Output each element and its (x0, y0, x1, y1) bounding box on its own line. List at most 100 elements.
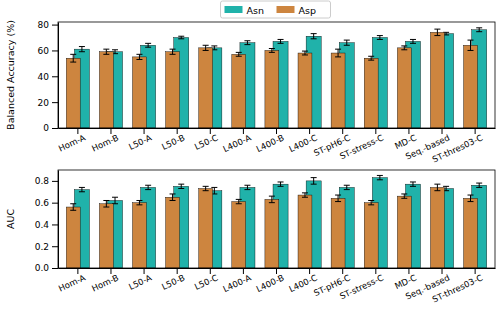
error-line (271, 196, 272, 203)
tick-mark (52, 50, 58, 51)
bar (66, 58, 80, 128)
tick-label: Hom-A (57, 132, 87, 153)
error-cap (112, 49, 118, 50)
error-cap (244, 44, 250, 45)
error-line (479, 183, 480, 187)
tick-label: 0 (43, 123, 49, 133)
tick: 20 (38, 98, 58, 108)
error-cap (79, 187, 85, 188)
tick-label: 0.8 (35, 176, 50, 186)
error-bar (335, 49, 341, 57)
tick-mark (375, 268, 376, 274)
tick-mark (52, 76, 58, 77)
error-cap (278, 186, 284, 187)
tick-mark (276, 268, 277, 274)
error-bar (145, 185, 151, 189)
tick-mark (475, 268, 476, 274)
error-bar (401, 194, 407, 198)
tick-label: 20 (38, 98, 50, 108)
plot-area (66, 28, 486, 128)
tick: 40 (38, 72, 58, 82)
error-line (148, 43, 149, 47)
tick-mark (177, 268, 178, 274)
error-cap (368, 200, 374, 201)
bar (298, 53, 312, 128)
tick-label: ST-stress-C (338, 272, 385, 301)
error-cap (410, 43, 416, 44)
tick: L400-A (221, 128, 252, 154)
error-bar (468, 40, 474, 50)
error-cap (434, 184, 440, 185)
tick: 0 (43, 123, 58, 133)
axis-line (58, 23, 59, 129)
tick-label: L400-A (221, 132, 252, 154)
tick-label: ST-thres03-C (431, 272, 485, 304)
tick: 0.2 (35, 242, 58, 252)
error-line (470, 40, 471, 50)
error-bar (410, 39, 416, 43)
tick: L400-B (255, 128, 286, 154)
error-line (280, 182, 281, 186)
tick-label: 0.4 (35, 220, 50, 230)
tick: L400-B (255, 268, 286, 294)
error-cap (368, 60, 374, 61)
error-cap (302, 192, 308, 193)
tick-mark (375, 128, 376, 134)
error-line (81, 187, 82, 191)
error-line (404, 194, 405, 198)
error-cap (236, 56, 242, 57)
frame (58, 170, 495, 268)
error-cap (335, 56, 341, 57)
legend-label: Asn (247, 5, 264, 16)
error-cap (302, 51, 308, 52)
error-cap (170, 49, 176, 50)
tick-mark (52, 203, 58, 204)
bar (132, 203, 146, 268)
error-line (172, 49, 173, 54)
error-bar (278, 39, 284, 43)
error-cap (344, 189, 350, 190)
error-bar (70, 204, 76, 211)
error-cap (70, 54, 76, 55)
error-bar (302, 193, 308, 197)
y-axis: 020406080 (38, 20, 59, 133)
error-cap (311, 33, 317, 34)
error-cap (103, 54, 109, 55)
error-cap (377, 39, 383, 40)
error-bar (269, 49, 275, 53)
tick: Hom-A (57, 268, 87, 294)
tick-mark (342, 268, 343, 274)
error-bar (335, 195, 341, 202)
bar (397, 196, 411, 268)
error-cap (377, 179, 383, 180)
tick-mark (243, 268, 244, 274)
error-line (379, 36, 380, 40)
legend-box (221, 1, 331, 18)
tick-label: 80 (38, 20, 50, 30)
tick-label: L400-B (255, 132, 286, 154)
tick: ST-stress-C (338, 128, 385, 161)
error-line (181, 184, 182, 188)
bar (232, 202, 246, 268)
error-line (346, 185, 347, 189)
error-cap (401, 193, 407, 194)
error-bar (344, 185, 350, 189)
tick: L50-B (160, 128, 186, 152)
error-cap (236, 203, 242, 204)
error-cap (311, 38, 317, 39)
error-line (214, 46, 215, 50)
tick-label: L50-B (160, 132, 186, 151)
bar (66, 207, 80, 268)
error-cap (211, 187, 217, 188)
error-cap (278, 43, 284, 44)
error-cap (468, 50, 474, 51)
error-bar (236, 199, 242, 203)
error-cap (203, 190, 209, 191)
error-line (247, 185, 248, 189)
error-cap (203, 45, 209, 46)
error-cap (203, 50, 209, 51)
tick: L50-C (193, 128, 220, 152)
tick-mark (442, 128, 443, 134)
bar (199, 189, 213, 268)
bar (265, 50, 279, 128)
